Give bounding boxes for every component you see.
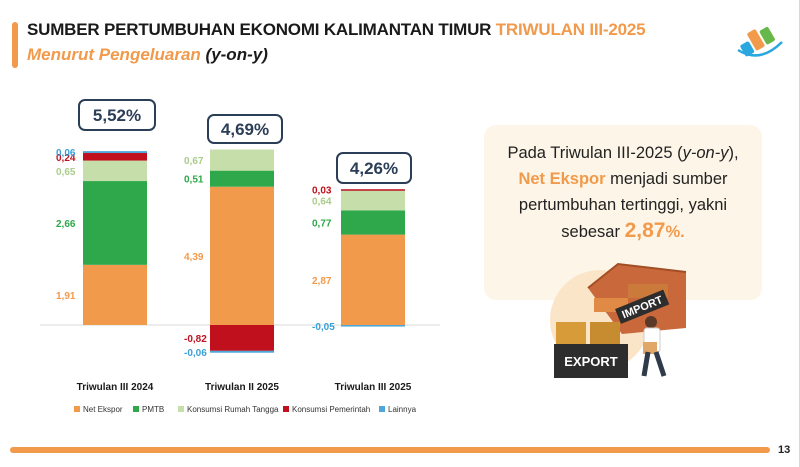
bar-segment bbox=[83, 160, 147, 182]
callout-highlight: Net Ekspor bbox=[518, 170, 606, 188]
page-subtitle: Menurut Pengeluaran (y-on-y) bbox=[27, 45, 268, 65]
bar-segment bbox=[341, 190, 405, 211]
legend-swatch bbox=[283, 406, 289, 412]
bar-segment bbox=[341, 210, 405, 235]
subtitle-dark-text: (y-on-y) bbox=[205, 45, 268, 64]
callout-text: Pada Triwulan III-2025 (y-on-y), Net Eks… bbox=[496, 140, 750, 245]
total-value-label: 4,26% bbox=[350, 159, 398, 178]
data-label: 1,91 bbox=[56, 291, 76, 302]
legend-swatch bbox=[74, 406, 80, 412]
data-label: 4,39 bbox=[184, 252, 204, 263]
data-label: 2,87 bbox=[312, 276, 332, 287]
total-value-label: 5,52% bbox=[93, 106, 141, 125]
bps-logo-icon bbox=[737, 26, 783, 57]
category-tick-label: Triwulan III 2024 bbox=[77, 382, 154, 393]
bar-segment bbox=[341, 234, 405, 325]
page-title: SUMBER PERTUMBUHAN EKONOMI KALIMANTAN TI… bbox=[27, 20, 646, 40]
legend-label: Konsumsi Pemerintah bbox=[292, 405, 370, 414]
data-label: 0,67 bbox=[184, 156, 204, 167]
legend-label: Lainnya bbox=[388, 405, 417, 414]
data-label: 0,77 bbox=[312, 218, 332, 229]
total-value-label: 4,69% bbox=[221, 120, 269, 139]
title-accent-bar bbox=[12, 22, 18, 68]
bar-segment bbox=[83, 153, 147, 161]
footer-bar bbox=[10, 447, 770, 453]
legend-swatch bbox=[379, 406, 385, 412]
callout-line1-b: ), bbox=[728, 144, 739, 162]
data-label: 0,65 bbox=[56, 167, 76, 178]
data-label: 0,24 bbox=[56, 153, 76, 164]
data-label: 2,66 bbox=[56, 219, 76, 230]
callout-percent: %. bbox=[665, 223, 685, 241]
total-badge bbox=[78, 99, 156, 131]
data-label: 0,06 bbox=[56, 148, 76, 159]
bar-segment bbox=[210, 186, 274, 325]
bar-segment bbox=[210, 325, 274, 351]
title-main-text: SUMBER PERTUMBUHAN EKONOMI KALIMANTAN TI… bbox=[27, 20, 496, 39]
callout-value: 2,87 bbox=[624, 219, 666, 242]
callout-line4-a: sebesar bbox=[561, 223, 625, 241]
data-label: -0,06 bbox=[184, 348, 207, 359]
legend-label: Net Ekspor bbox=[83, 405, 123, 414]
legend-swatch bbox=[178, 406, 184, 412]
callout-line1-italic: y-on-y bbox=[682, 144, 729, 162]
legend-label: PMTB bbox=[142, 405, 164, 414]
bar-segment bbox=[341, 189, 405, 191]
total-badge bbox=[207, 114, 283, 144]
total-badge bbox=[336, 152, 412, 184]
data-label: -0,05 bbox=[312, 322, 335, 333]
export-import-illustration: IMPORT EXPORT bbox=[550, 262, 687, 378]
legend-swatch bbox=[133, 406, 139, 412]
bar-segment bbox=[210, 170, 274, 187]
bar-segment bbox=[210, 350, 274, 353]
data-label: 0,64 bbox=[312, 196, 332, 207]
callout-line1-a: Pada Triwulan III-2025 ( bbox=[507, 144, 683, 162]
page-number: 13 bbox=[778, 444, 791, 456]
category-tick-label: Triwulan II 2025 bbox=[205, 382, 279, 393]
data-label: 0,51 bbox=[184, 175, 204, 186]
export-label: EXPORT bbox=[564, 354, 618, 369]
category-tick-label: Triwulan III 2025 bbox=[335, 382, 412, 393]
bar-segment bbox=[341, 325, 405, 327]
title-highlight-text: TRIWULAN III-2025 bbox=[495, 20, 646, 39]
subtitle-orange-text: Menurut Pengeluaran bbox=[27, 45, 206, 64]
legend-label: Konsumsi Rumah Tangga bbox=[187, 405, 279, 414]
bar-segment bbox=[83, 151, 147, 154]
callout-line3: pertumbuhan tertinggi, yakni bbox=[518, 196, 728, 214]
bar-segment bbox=[210, 149, 274, 171]
bar-segment bbox=[83, 264, 147, 325]
data-label: 0,03 bbox=[312, 186, 332, 197]
data-label: -0,82 bbox=[184, 334, 207, 345]
bar-segment bbox=[83, 181, 147, 265]
callout-line2-rest: menjadi sumber bbox=[605, 170, 728, 188]
